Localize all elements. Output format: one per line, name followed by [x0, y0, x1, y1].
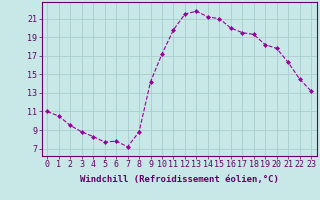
- X-axis label: Windchill (Refroidissement éolien,°C): Windchill (Refroidissement éolien,°C): [80, 175, 279, 184]
